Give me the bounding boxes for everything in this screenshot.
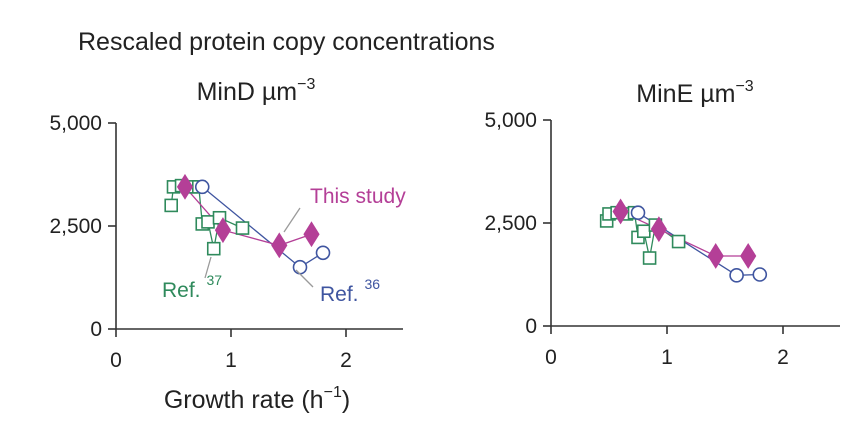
- ref36-superscript: 36: [365, 276, 381, 292]
- mind-x-axis-title: Growth rate (h−1): [164, 384, 350, 414]
- mind-diamond-series-line: [184, 186, 312, 247]
- mine-circle-point: [729, 268, 744, 283]
- x-title-exponent: −1: [324, 384, 342, 401]
- mind-axes: 0 2,500 5,000 0 1 2: [49, 112, 403, 372]
- mind-panel: MinD µm−3 0 2,500 5,000 0 1 2 This study Ref.…: [49, 76, 406, 414]
- mind-y-tick-label: 5,000: [49, 112, 102, 135]
- mind-x-tick-label: 2: [340, 349, 352, 372]
- mine-circle-point: [752, 267, 768, 282]
- mind-markers: [164, 173, 331, 275]
- this-study-label: This study: [310, 185, 406, 208]
- mine-markers: [599, 198, 768, 283]
- mind-panel-title: MinD µm−3: [197, 76, 316, 106]
- mind-circle-point: [194, 179, 210, 195]
- mind-y-tick-label: 2,500: [49, 215, 102, 238]
- mine-title-main: MinE: [636, 80, 700, 108]
- mind-x-tick-label: 1: [225, 349, 237, 372]
- mind-circle-point: [315, 245, 331, 261]
- mind-title-exponent: −3: [297, 76, 315, 93]
- mind-title-main: MinD: [197, 78, 262, 106]
- mind-y-tick-label: 0: [90, 318, 102, 341]
- ref36-label: Ref. 36: [320, 276, 380, 306]
- mine-diamond-point: [707, 243, 724, 269]
- ref36-label-text: Ref.: [320, 283, 359, 306]
- mine-title-unit: µm: [700, 80, 735, 108]
- mind-diamond-point: [271, 232, 288, 259]
- figure-heading: Rescaled protein copy concentrations: [78, 28, 495, 56]
- ref37-superscript: 37: [207, 272, 223, 288]
- mine-axes: 0 2,500 5,000 0 1 2: [484, 109, 840, 369]
- mind-diamond-point: [303, 221, 320, 248]
- mine-square-point: [636, 224, 651, 239]
- mine-diamond-series-line: [620, 210, 749, 257]
- mine-diamond-point: [740, 243, 757, 269]
- ref36-leader: [295, 269, 314, 288]
- x-title-main: Growth rate (h: [164, 386, 324, 414]
- mind-square-point: [164, 198, 178, 213]
- mine-y-tick-label: 5,000: [484, 109, 537, 132]
- mind-square-point: [206, 241, 221, 256]
- mind-x-tick-label: 0: [110, 349, 122, 372]
- this-study-leader: [283, 207, 301, 233]
- ref37-label: Ref. 37: [162, 272, 222, 302]
- ref37-label-text: Ref.: [162, 279, 201, 302]
- mine-y-tick-label: 0: [525, 315, 537, 338]
- mine-panel-title: MinE µm−3: [636, 78, 753, 108]
- x-title-close: ): [342, 386, 350, 414]
- mind-circle-point: [292, 259, 308, 275]
- mine-x-tick-label: 1: [661, 346, 673, 369]
- mine-x-tick-label: 2: [777, 346, 789, 369]
- mind-square-point: [235, 221, 250, 235]
- mind-diamond-point: [176, 173, 194, 200]
- mine-diamond-point: [612, 198, 629, 225]
- mine-diamond-point: [650, 216, 667, 243]
- ref37-leader: [204, 256, 212, 279]
- mine-x-tick-label: 0: [545, 346, 557, 369]
- mine-square-point: [642, 251, 657, 265]
- mine-panel: MinE µm−3 0 2,500 5,000 0 1 2: [484, 78, 840, 369]
- mine-title-exponent: −3: [735, 78, 753, 95]
- mine-square-point: [671, 234, 686, 249]
- mine-circle-point: [630, 205, 646, 220]
- mind-diamond-point: [214, 217, 232, 244]
- mind-title-unit: µm: [262, 78, 297, 106]
- mind-square-point: [201, 215, 215, 229]
- mine-y-tick-label: 2,500: [484, 212, 537, 235]
